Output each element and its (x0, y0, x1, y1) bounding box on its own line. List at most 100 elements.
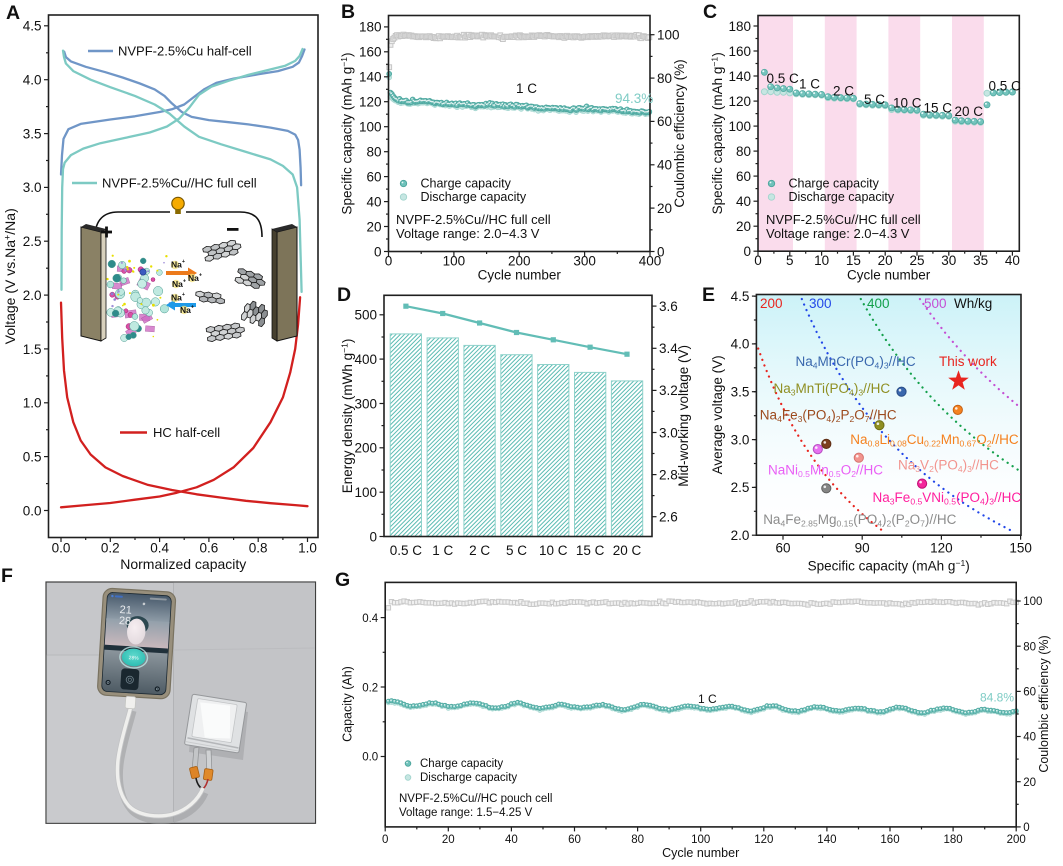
svg-text:120: 120 (754, 834, 773, 846)
svg-text:0.2: 0.2 (362, 682, 378, 694)
svg-text:Cycle number: Cycle number (847, 268, 931, 283)
svg-text:Na3​V2​(PO4​)3​//HC: Na3​V2​(PO4​)3​//HC (898, 458, 999, 475)
svg-text:0.5 C: 0.5 C (390, 543, 423, 558)
svg-text:Specific capacity (mAh g−1​): Specific capacity (mAh g−1​) (710, 52, 726, 214)
svg-text:Na4​Fe3​(PO4​)2​P2​O7​//HC: Na4​Fe3​(PO4​)2​P2​O7​//HC (760, 408, 897, 425)
svg-text:Voltage range: 1.5−4.25 V: Voltage range: 1.5−4.25 V (399, 807, 533, 819)
svg-text:4.0: 4.0 (23, 73, 42, 88)
svg-text:500: 500 (924, 296, 947, 311)
svg-text:28: 28 (119, 615, 132, 628)
svg-text:40: 40 (657, 158, 672, 173)
svg-text:3.4: 3.4 (659, 341, 678, 356)
svg-text:120: 120 (728, 94, 751, 109)
svg-text:2 C: 2 C (833, 84, 854, 99)
svg-text:0: 0 (1023, 822, 1029, 834)
svg-text:3.0: 3.0 (731, 432, 750, 447)
svg-text:1 C: 1 C (432, 543, 453, 558)
svg-text:2.8: 2.8 (659, 467, 678, 482)
svg-text:28%: 28% (128, 655, 139, 662)
svg-text:Mid-working voltage (V): Mid-working voltage (V) (676, 345, 691, 487)
svg-text:NVPF-2.5%Cu//HC pouch cell: NVPF-2.5%Cu//HC pouch cell (399, 793, 552, 805)
svg-text:60: 60 (568, 834, 581, 846)
svg-text:0: 0 (657, 244, 665, 259)
svg-text:400: 400 (354, 352, 377, 367)
svg-text:This work: This work (939, 354, 997, 369)
svg-text:5 C: 5 C (864, 92, 885, 107)
svg-text:20: 20 (442, 834, 455, 846)
svg-text:0.0: 0.0 (23, 503, 42, 518)
svg-text:Na+​: Na+​ (180, 305, 194, 316)
svg-text:400: 400 (639, 254, 662, 269)
svg-text:160: 160 (359, 45, 382, 60)
svg-text:100: 100 (728, 119, 751, 134)
svg-text:2.5: 2.5 (731, 480, 750, 495)
svg-text:20: 20 (1023, 777, 1036, 789)
svg-text:180: 180 (944, 834, 963, 846)
svg-text:60: 60 (775, 541, 790, 556)
svg-text:0.5 C: 0.5 C (767, 71, 800, 86)
svg-text:4.0: 4.0 (731, 337, 750, 352)
svg-text:0.0: 0.0 (52, 541, 71, 556)
svg-text:100: 100 (691, 834, 710, 846)
svg-text:3.0: 3.0 (23, 180, 42, 195)
svg-text:Na3​Fe0.5​VNi0.5​(PO4​)3​//HC: Na3​Fe0.5​VNi0.5​(PO4​)3​//HC (873, 490, 1022, 507)
svg-text:Na+​: Na+​ (171, 259, 185, 270)
svg-text:200: 200 (1007, 834, 1026, 846)
svg-text:0: 0 (369, 529, 377, 544)
svg-text:2.6: 2.6 (659, 510, 678, 525)
svg-text:4.5: 4.5 (23, 19, 42, 34)
svg-text:20: 20 (657, 201, 672, 216)
svg-text:1.5: 1.5 (23, 342, 42, 357)
svg-text:84.8%: 84.8% (980, 691, 1014, 705)
svg-text:80: 80 (366, 144, 381, 159)
svg-text:NVPF-2.5%Cu//HC full cell: NVPF-2.5%Cu//HC full cell (102, 176, 257, 191)
svg-text:20: 20 (366, 219, 381, 234)
svg-text:500: 500 (354, 308, 377, 323)
svg-text:60: 60 (366, 169, 381, 184)
svg-text:HC half-cell: HC half-cell (153, 425, 220, 440)
svg-text:NVPF-2.5%Cu half-cell: NVPF-2.5%Cu half-cell (118, 44, 252, 59)
svg-text:C: C (703, 1, 717, 23)
svg-text:NaNi0.5​Mn0.5​O2​//HC: NaNi0.5​Mn0.5​O2​//HC (768, 463, 883, 480)
svg-text:94.3%: 94.3% (615, 91, 653, 106)
svg-text:0: 0 (385, 254, 393, 269)
svg-text:0: 0 (754, 253, 762, 268)
svg-text:80: 80 (1023, 641, 1036, 653)
svg-text:NVPF-2.5%Cu//HC full cell: NVPF-2.5%Cu//HC full cell (766, 212, 921, 227)
svg-text:30: 30 (941, 253, 956, 268)
svg-text:A: A (6, 2, 20, 24)
svg-text:Cycle number: Cycle number (478, 268, 562, 283)
svg-text:40: 40 (366, 194, 381, 209)
svg-text:Na4​MnCr(PO4​)3​//HC: Na4​MnCr(PO4​)3​//HC (796, 354, 916, 371)
svg-text:5 C: 5 C (506, 543, 527, 558)
svg-text:100: 100 (443, 254, 466, 269)
svg-text:0.5: 0.5 (23, 449, 42, 464)
svg-text:2 C: 2 C (469, 543, 490, 558)
svg-text:1 C: 1 C (516, 81, 537, 96)
svg-text:90: 90 (855, 541, 870, 556)
svg-text:Specific capacity (mAh g−1​): Specific capacity (mAh g−1​) (808, 558, 970, 574)
svg-text:400: 400 (867, 296, 890, 311)
svg-text:0: 0 (382, 834, 388, 846)
svg-text:3.0: 3.0 (659, 425, 678, 440)
svg-text:80: 80 (657, 71, 672, 86)
svg-text:100: 100 (359, 120, 382, 135)
svg-text:F: F (1, 565, 13, 587)
svg-text:40: 40 (1023, 732, 1036, 744)
svg-text:3.5: 3.5 (23, 126, 42, 141)
svg-text:10 C: 10 C (893, 96, 922, 111)
svg-text:0.4: 0.4 (362, 613, 379, 625)
svg-text:20 C: 20 C (613, 543, 642, 558)
svg-text:3.6: 3.6 (659, 299, 678, 314)
svg-text:Coulombic efficiency (%): Coulombic efficiency (%) (672, 59, 687, 207)
svg-text:Average voltage (V): Average voltage (V) (710, 355, 725, 474)
svg-text:NVPF-2.5%Cu//HC full cell: NVPF-2.5%Cu//HC full cell (396, 212, 551, 227)
svg-text:100: 100 (657, 28, 680, 43)
svg-text:Voltage (V vs.Na+​/Na): Voltage (V vs.Na+​/Na) (2, 208, 18, 344)
svg-text:0: 0 (374, 244, 382, 259)
svg-text:4.5: 4.5 (731, 289, 750, 304)
svg-text:0.8: 0.8 (249, 541, 268, 556)
svg-text:25: 25 (909, 253, 924, 268)
svg-text:300: 300 (573, 254, 596, 269)
svg-text:5: 5 (786, 253, 794, 268)
